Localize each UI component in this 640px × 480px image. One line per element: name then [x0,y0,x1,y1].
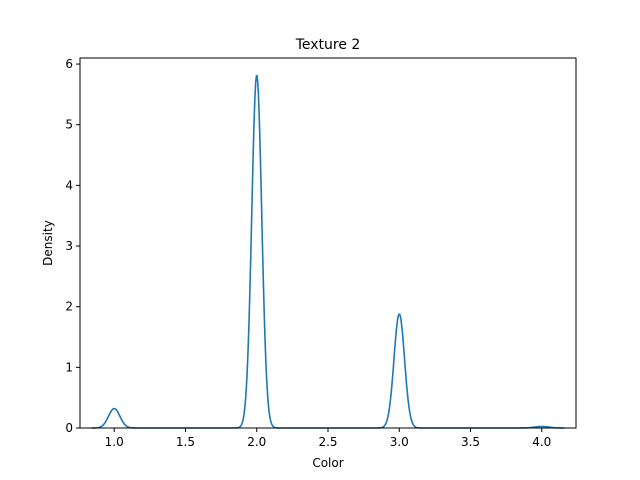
plot-frame [79,57,577,429]
x-axis-label: Color [312,456,343,470]
y-tick-label: 6 [65,57,73,71]
x-tick-label: 2.0 [247,435,266,449]
x-tick-label: 2.5 [318,435,337,449]
x-tick-label: 1.5 [176,435,195,449]
x-tick-label: 3.0 [390,435,409,449]
y-tick-label: 3 [65,239,73,253]
chart-title: Texture 2 [295,37,361,53]
x-axis-ticks: 1.0 1.5 2.0 2.5 3.0 3.5 4.0 [105,428,551,449]
y-axis-ticks: 0 1 2 3 4 5 6 [65,57,80,435]
y-tick-label: 4 [65,178,73,192]
y-tick-label: 5 [65,118,73,132]
x-tick-label: 3.5 [461,435,480,449]
x-tick-label: 4.0 [532,435,551,449]
y-tick-label: 0 [65,421,73,435]
y-tick-label: 1 [65,360,73,374]
x-tick-label: 1.0 [105,435,124,449]
y-axis-label: Density [41,220,55,266]
y-tick-label: 2 [65,300,73,314]
